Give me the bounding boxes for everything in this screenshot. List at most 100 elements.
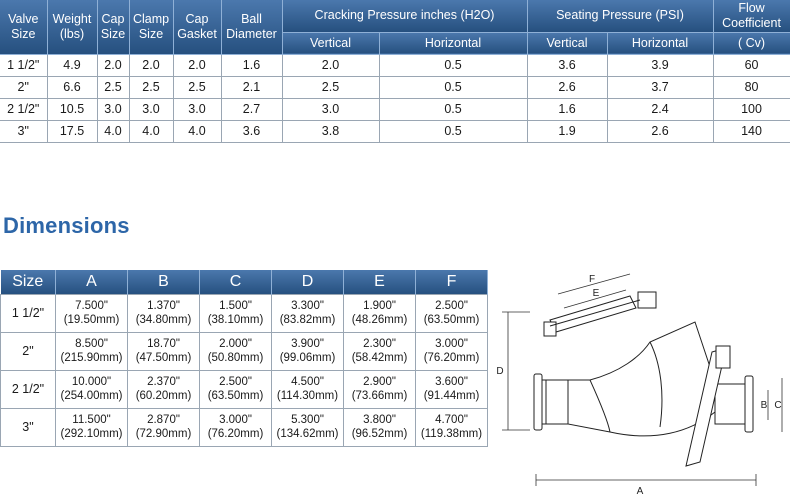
dim-inch-value: 11.500" (72, 414, 111, 426)
spec-cell: 80 (713, 76, 790, 99)
spec-cell: 17.5 (47, 120, 98, 143)
spec-cell: 2.5 (282, 76, 380, 99)
dim-cell: 10.000" (254.00mm) (55, 369, 128, 409)
header-cv: ( Cv) (713, 32, 790, 55)
dim-label-d: D (496, 366, 503, 377)
left-clamp (533, 373, 543, 431)
dim-inch-value: 10.000" (71, 376, 112, 388)
dim-label-e: E (593, 288, 600, 299)
right-clamp (744, 375, 754, 433)
spec-cell: 2.0 (173, 54, 222, 77)
spec-size-cell: 3" (0, 120, 48, 143)
dim-cell: 7.500" (19.50mm) (55, 293, 128, 333)
spec-cell: 2.5 (129, 76, 174, 99)
dim-size-cell: 3" (0, 407, 56, 447)
dimensions-table-body: 1 1/2" 7.500" (19.50mm) 1.370" (34.80mm) 1.50… (0, 293, 488, 447)
spec-cell: 4.9 (47, 54, 98, 77)
spec-cell: 3.8 (282, 120, 380, 143)
dim-inch-value: 2.000" (219, 338, 252, 350)
dim-mm-value: (215.90mm) (60, 352, 123, 364)
header-flow-coefficient: Flow Coefficient (713, 0, 790, 33)
spec-cell: 60 (713, 54, 790, 77)
dim-mm-value: (60.20mm) (135, 390, 192, 402)
dim-inch-value: 1.500" (219, 300, 252, 312)
header-ball-diameter: Ball Diameter (221, 0, 283, 55)
header-seating-pressure: Seating Pressure (PSI) (527, 0, 714, 33)
dim-inch-value: 4.700" (435, 414, 468, 426)
dim-inch-value: 1.370" (147, 300, 180, 312)
spec-cell: 3.0 (173, 98, 222, 121)
dim-mm-value: (72.90mm) (135, 428, 192, 440)
dim-mm-value: (254.00mm) (60, 390, 123, 402)
spec-size-cell: 2 1/2" (0, 98, 48, 121)
dim-cell: 11.500" (292.10mm) (55, 407, 128, 447)
dim-cell: 2.500" (63.50mm) (199, 369, 272, 409)
dim-row: 1 1/2" 7.500" (19.50mm) 1.370" (34.80mm) 1.50… (0, 293, 488, 333)
spec-row: 1 1/2" 4.9 2.0 2.0 2.0 1.6 2.0 0.5 3.6 3.9 60 (0, 54, 790, 77)
dim-cell: 3.300" (83.82mm) (271, 293, 344, 333)
dim-size-cell: 2" (0, 331, 56, 371)
spec-cell: 2.6 (607, 120, 714, 143)
dim-inch-value: 18.70" (147, 338, 180, 350)
header-cracking-pressure: Cracking Pressure inches (H2O) (282, 0, 528, 33)
dim-cell: 1.900" (48.26mm) (343, 293, 416, 333)
spec-cell: 3.0 (282, 98, 380, 121)
spec-cell: 2.6 (527, 76, 608, 99)
header-seating-horizontal: Horizontal (607, 32, 714, 55)
valve-drawing: A D B C F E (496, 273, 783, 497)
header-valve-size: Valve Size (0, 0, 48, 55)
top-clamp-left (543, 321, 557, 337)
dim-cell: 3.800" (96.52mm) (343, 407, 416, 447)
spec-cell: 2.0 (129, 54, 174, 77)
dim-mm-value: (292.10mm) (60, 428, 123, 440)
dim-cell: 3.600" (91.44mm) (415, 369, 488, 409)
dim-mm-value: (63.50mm) (207, 390, 264, 402)
dim-mm-value: (58.42mm) (351, 352, 408, 364)
spec-cell: 140 (713, 120, 790, 143)
dim-inch-value: 2.370" (147, 376, 180, 388)
dim-inch-value: 3.600" (435, 376, 468, 388)
spec-size-cell: 1 1/2" (0, 54, 48, 77)
spec-cell: 3.7 (607, 76, 714, 99)
dim-label-a: A (637, 486, 644, 497)
spec-cell: 2.0 (97, 54, 130, 77)
spec-cell: 4.0 (173, 120, 222, 143)
dim-mm-value: (48.26mm) (351, 314, 408, 326)
dim-mm-value: (76.20mm) (423, 352, 480, 364)
spec-cell: 3.9 (607, 54, 714, 77)
top-clamp-right (637, 291, 657, 309)
spec-cell: 100 (713, 98, 790, 121)
dim-cell: 4.700" (119.38mm) (415, 407, 488, 447)
header-seating-vertical: Vertical (527, 32, 608, 55)
dim-row: 2" 8.500" (215.90mm) 18.70" (47.50mm) 2.000" (… (0, 331, 488, 371)
dim-cell: 2.300" (58.42mm) (343, 331, 416, 371)
dim-cell: 3.900" (99.06mm) (271, 331, 344, 371)
dim-size-cell: 1 1/2" (0, 293, 56, 333)
dim-cell: 3.000" (76.20mm) (415, 331, 488, 371)
header-cap-size: Cap Size (97, 0, 130, 55)
dim-header-a: A (55, 270, 128, 294)
dim-header-f: F (415, 270, 488, 294)
right-ferrule (714, 383, 746, 425)
dim-mm-value: (63.50mm) (423, 314, 480, 326)
dim-header-b: B (127, 270, 200, 294)
dim-mm-value: (119.38mm) (420, 428, 483, 440)
dim-header-size: Size (0, 270, 56, 294)
spec-cell: 1.6 (527, 98, 608, 121)
spec-cell: 2.4 (607, 98, 714, 121)
spec-cell: 4.0 (129, 120, 174, 143)
dim-cell: 18.70" (47.50mm) (127, 331, 200, 371)
dim-mm-value: (83.82mm) (279, 314, 336, 326)
dim-header-d: D (271, 270, 344, 294)
dim-inch-value: 2.870" (147, 414, 180, 426)
dim-cell: 2.500" (63.50mm) (415, 293, 488, 333)
spec-cell: 4.0 (97, 120, 130, 143)
dim-mm-value: (50.80mm) (207, 352, 264, 364)
spec-row: 3" 17.5 4.0 4.0 4.0 3.6 3.8 0.5 1.9 2.6 140 (0, 120, 790, 143)
dim-mm-value: (19.50mm) (63, 314, 120, 326)
spec-size-cell: 2" (0, 76, 48, 99)
spec-cell: 0.5 (379, 54, 528, 77)
dim-inch-value: 5.300" (291, 414, 324, 426)
dimensions-title: Dimensions (3, 213, 130, 238)
spec-cell: 0.5 (379, 76, 528, 99)
